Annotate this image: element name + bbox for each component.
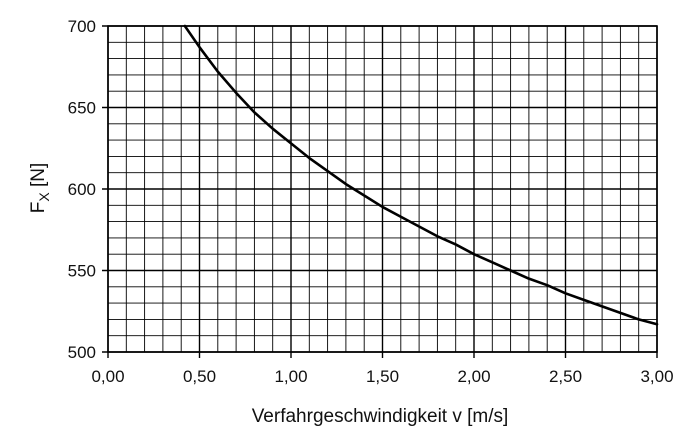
x-axis-title: Verfahrgeschwindigkeit v [m/s] — [252, 406, 509, 427]
series-line-0 — [183, 24, 659, 326]
x-tick-label: 0,00 — [91, 367, 124, 386]
series-layer — [183, 24, 659, 326]
x-tick-label: 2,00 — [457, 367, 490, 386]
y-tick-label: 700 — [68, 17, 96, 36]
grid — [102, 25, 658, 358]
y-tick-label: 500 — [68, 343, 96, 362]
x-tick-label: 3,00 — [640, 367, 673, 386]
x-tick-label: 1,50 — [366, 367, 399, 386]
plot-frame — [107, 25, 658, 353]
tick-labels: 0,00 0,50 1,00 1,50 2,00 2,50 3,00 500 550 600 650… — [68, 17, 674, 386]
y-tick-label: 650 — [68, 99, 96, 118]
y-axis-title: FX [N] — [28, 163, 52, 214]
y-tick-label: 550 — [68, 262, 96, 281]
y-tick-label: 600 — [68, 180, 96, 199]
x-tick-label: 1,00 — [274, 367, 307, 386]
x-tick-label: 2,50 — [549, 367, 582, 386]
x-tick-label: 0,50 — [183, 367, 216, 386]
